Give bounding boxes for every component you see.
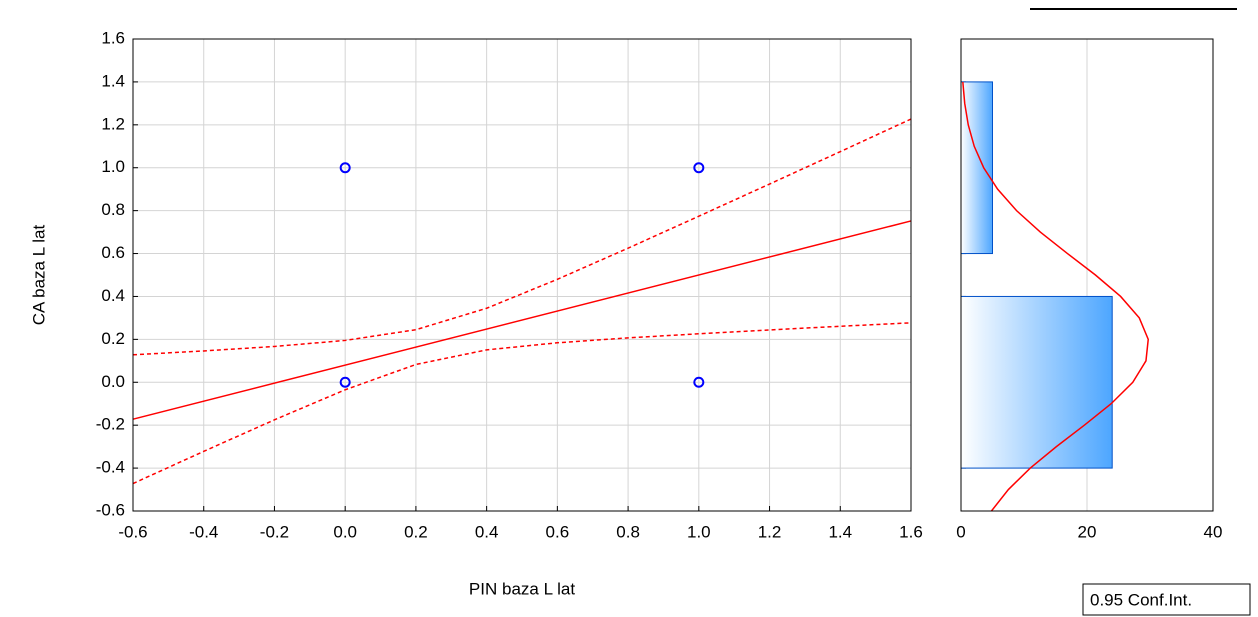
x-tick-label: 0.8 — [616, 522, 640, 541]
x-tick-label: 1.2 — [758, 522, 782, 541]
y-tick-label: 0.4 — [101, 286, 125, 305]
fit-line — [132, 220, 912, 420]
normal-curve — [962, 81, 1150, 512]
x-tick-label: 0.4 — [475, 522, 499, 541]
x-tick-label: 0.6 — [546, 522, 570, 541]
x-tick-label: -0.2 — [260, 522, 289, 541]
y-tick-label: -0.2 — [96, 415, 125, 434]
x-tick-label: 1.6 — [899, 522, 923, 541]
y-tick-label: 1.6 — [101, 28, 125, 47]
conf-upper — [132, 118, 912, 356]
x-tick-label: -0.4 — [189, 522, 218, 541]
x-tick-label: 0.2 — [404, 522, 428, 541]
x-tick-label: 1.0 — [687, 522, 711, 541]
x-tick-label: 1.4 — [828, 522, 852, 541]
x-tick-label: -0.6 — [118, 522, 147, 541]
y-tick-label: 0.0 — [101, 372, 125, 391]
y-tick-label: 0.6 — [101, 243, 125, 262]
legend-label: 0.95 Conf.Int. — [1090, 590, 1192, 609]
point — [339, 376, 351, 388]
legend-box — [1082, 583, 1251, 616]
y-tick-label: 1.2 — [101, 114, 125, 133]
y-tick-label: 1.0 — [101, 157, 125, 176]
y-tick-label: 1.4 — [101, 71, 125, 90]
x-tick-label: 0 — [956, 522, 965, 541]
plot-frame — [132, 38, 912, 512]
y-tick-label: -0.6 — [96, 500, 125, 519]
point — [693, 162, 705, 174]
plot-frame — [960, 38, 1214, 512]
y-tick-label: 0.8 — [101, 200, 125, 219]
y-tick-label: 0.2 — [101, 329, 125, 348]
x-tick-label: 20 — [1078, 522, 1097, 541]
x-axis-label: PIN baza L lat — [469, 579, 575, 598]
y-tick-label: -0.4 — [96, 458, 125, 477]
point — [693, 376, 705, 388]
hist-bar — [960, 295, 1113, 469]
point — [339, 162, 351, 174]
x-tick-label: 0.0 — [333, 522, 357, 541]
x-tick-label: 40 — [1204, 522, 1223, 541]
conf-lower — [132, 322, 912, 485]
y-axis-label: CA baza L lat — [29, 224, 48, 325]
